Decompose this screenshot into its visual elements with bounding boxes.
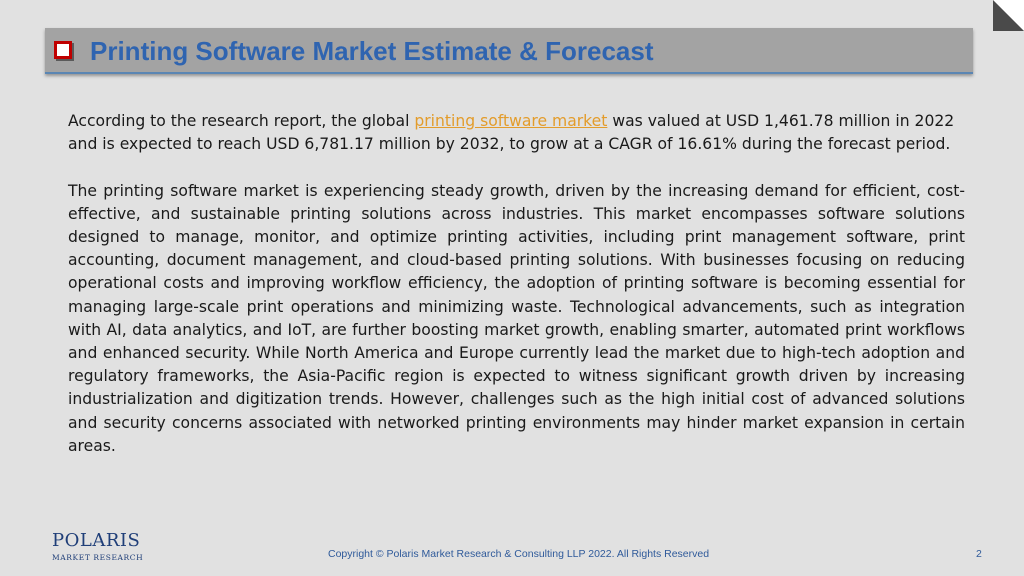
copyright-text: Copyright © Polaris Market Research & Co… (328, 548, 710, 560)
intro-text-before-link: According to the research report, the gl… (68, 112, 415, 130)
body-content: According to the research report, the gl… (68, 110, 965, 458)
logo-name-text: POLARIS (52, 530, 141, 551)
polaris-logo: POLARIS MARKET RESEARCH (52, 532, 144, 564)
logo-subtitle: MARKET RESEARCH (52, 553, 144, 562)
title-bar: Printing Software Market Estimate & Fore… (45, 28, 973, 74)
intro-text-after-link: was valued at USD 1,461.78 million in 20… (68, 112, 955, 154)
checkbox-bullet-icon (54, 41, 72, 59)
page-title: Printing Software Market Estimate & Fore… (90, 36, 654, 66)
logo-wordmark: POLARIS (52, 532, 140, 550)
description-paragraph: The printing software market is experien… (68, 181, 965, 455)
page-corner-fold-icon (993, 0, 1024, 31)
printing-software-market-link[interactable]: printing software market (414, 112, 608, 130)
page-number: 2 (976, 548, 982, 560)
intro-paragraph: According to the research report, the gl… (68, 110, 965, 156)
